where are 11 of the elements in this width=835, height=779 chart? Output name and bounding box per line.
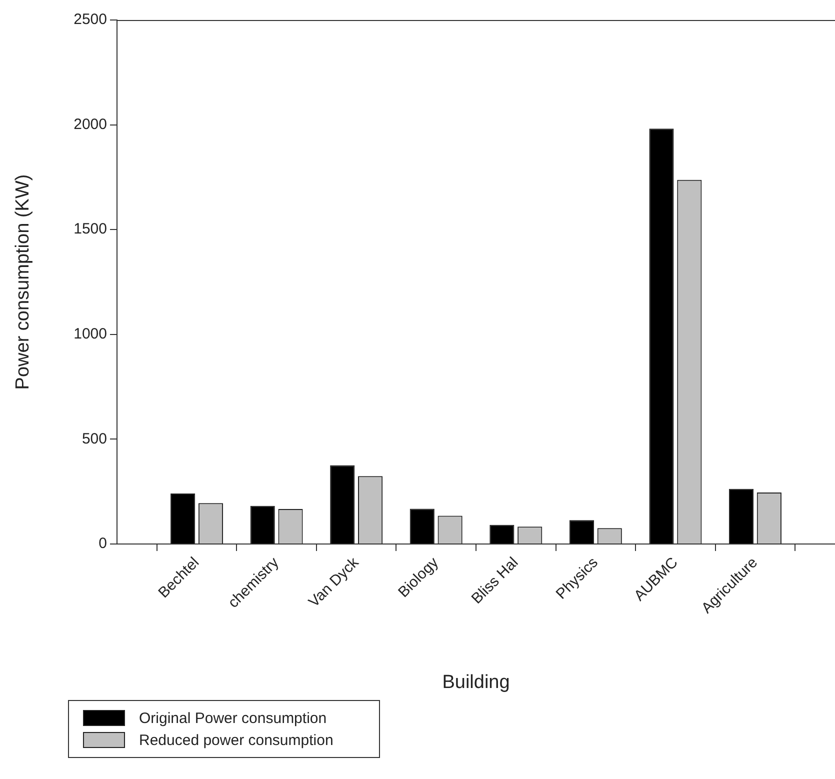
y-axis-title: Power consumption (KW) xyxy=(12,174,34,390)
x-axis-title: Building xyxy=(442,672,510,693)
y-tick-label: 1500 xyxy=(74,220,107,238)
x-tick-label: Bliss Hal xyxy=(468,554,522,608)
legend-label: Original Power consumption xyxy=(139,710,327,726)
y-tick-label: 2000 xyxy=(74,116,107,133)
legend-label: Reduced power consumption xyxy=(139,732,334,748)
y-tick-label: 0 xyxy=(98,535,107,552)
y-tick-label: 500 xyxy=(82,430,107,448)
y-tick-label: 1000 xyxy=(74,326,107,343)
y-tick-label: 2500 xyxy=(74,11,107,28)
